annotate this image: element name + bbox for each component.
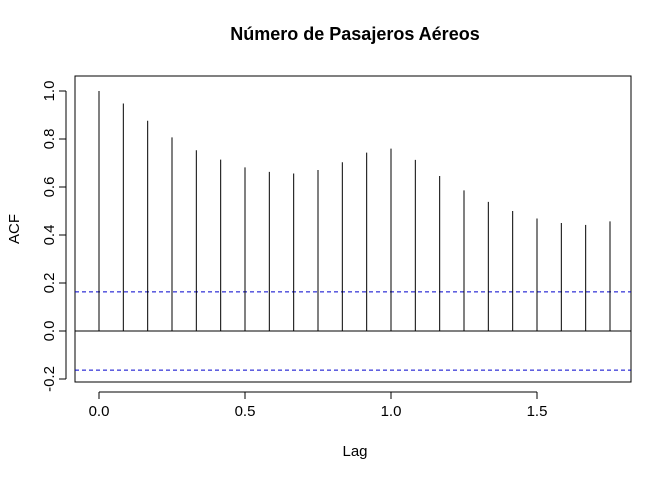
y-tick-label: 0.2: [41, 273, 58, 294]
y-axis: -0.2 0.0 0.2 0.4 0.6 0.8 1.0: [41, 81, 67, 392]
x-axis: 0.0 0.5 1.0 1.5: [89, 391, 548, 420]
x-axis-label: Lag: [342, 443, 367, 460]
y-tick-label: 1.0: [41, 81, 58, 102]
y-tick-label: 0.0: [41, 321, 58, 342]
y-tick-label: 0.8: [41, 129, 58, 150]
y-tick-label: -0.2: [41, 366, 58, 392]
x-tick-label: 1.5: [527, 403, 548, 420]
acf-bars: [98, 91, 611, 331]
x-tick-label: 0.5: [235, 403, 256, 420]
x-tick-label: 1.0: [381, 403, 402, 420]
y-axis-label: ACF: [6, 214, 23, 244]
x-tick-label: 0.0: [89, 403, 110, 420]
y-tick-label: 0.6: [41, 177, 58, 198]
plot-frame: [74, 75, 632, 383]
chart-title: Número de Pasajeros Aéreos: [230, 24, 479, 44]
y-tick-label: 0.4: [41, 225, 58, 246]
